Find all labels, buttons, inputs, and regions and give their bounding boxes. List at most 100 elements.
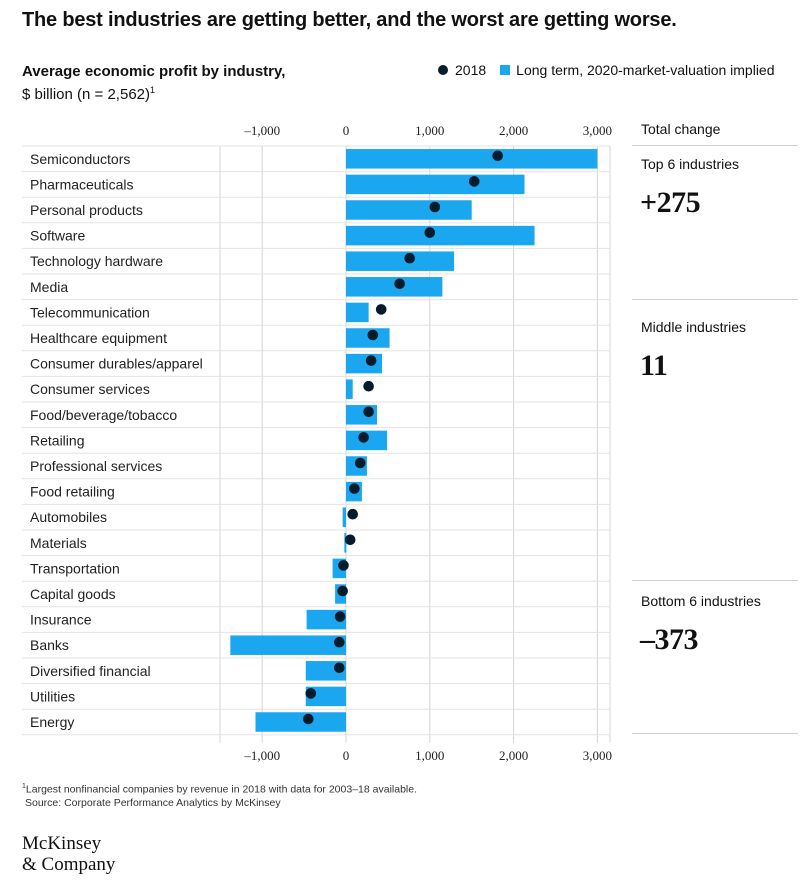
x-tick-label-bottom: 1,000 [415, 748, 444, 763]
dot-2018 [363, 406, 374, 418]
category-label: Energy [30, 714, 74, 730]
panel-divider [632, 733, 798, 734]
category-label: Healthcare equipment [30, 330, 167, 346]
x-tick-label-bottom: 2,000 [499, 748, 528, 763]
dot-2018 [302, 713, 314, 725]
dot-2018 [344, 534, 356, 546]
bar [346, 149, 598, 169]
category-label: Insurance [30, 612, 92, 628]
dot-2018 [333, 636, 345, 648]
bar-chart: –1,000 –1,000 0 0 1,000 1,000 2,000 2,000 3,000 3… [22, 123, 612, 763]
dot-2018 [404, 252, 415, 264]
category-label: Professional services [30, 458, 162, 474]
bar [255, 712, 346, 732]
category-label: Food retailing [30, 484, 115, 500]
source-text: Source: Corporate Performance Analytics … [25, 796, 281, 809]
bar [346, 379, 353, 399]
dot-2018 [347, 508, 359, 520]
x-tick-label-bottom: –1,000 [243, 748, 280, 763]
category-label: Transportation [30, 560, 120, 576]
x-tick-label-top: –1,000 [243, 123, 280, 138]
dot-2018 [375, 304, 387, 315]
x-tick-label-bottom: 0 [343, 748, 350, 763]
subtitle-line2-wrap: $ billion (n = 2,562)1 [22, 81, 285, 104]
group-label-middle: Middle industries [641, 319, 747, 335]
x-tick-label-top: 3,000 [583, 123, 612, 138]
x-tick-label-top: 0 [343, 123, 350, 138]
bar [305, 686, 346, 707]
x-tick-label-top: 1,000 [415, 123, 444, 138]
legend-bar-marker [500, 65, 511, 75]
footnote-mark: 1 [22, 783, 26, 790]
category-label: Consumer services [30, 381, 150, 397]
category-label: Telecommunication [30, 304, 150, 320]
dot-2018 [305, 688, 317, 699]
panel-divider [632, 145, 798, 146]
legend: 2018 Long term, 2020-market-valuation im… [438, 62, 775, 78]
legend-dot-marker [438, 65, 448, 75]
bar [346, 302, 369, 323]
chart-subtitle: Average economic profit by industry, $ b… [22, 62, 285, 104]
dot-2018 [468, 176, 480, 187]
dot-2018 [394, 278, 405, 290]
x-tick-label-bottom: 3,000 [583, 748, 612, 763]
category-label: Materials [30, 535, 87, 551]
category-label: Software [30, 228, 85, 244]
legend-dot-label: 2018 [455, 62, 487, 78]
panel-divider [632, 299, 798, 300]
dot-2018 [429, 201, 441, 213]
bar [346, 353, 383, 374]
total-change-heading: Total change [641, 121, 721, 137]
group-value-top: +275 [640, 186, 701, 219]
footnote: 1Largest nonfinancial companies by reven… [22, 780, 417, 810]
bar [346, 200, 472, 220]
group-value-middle: 11 [640, 349, 668, 382]
subtitle-line1: Average economic profit by industry, [22, 63, 286, 80]
category-label: Retailing [30, 432, 84, 448]
category-label: Semiconductors [30, 151, 130, 167]
headline: The best industries are getting better, … [22, 9, 677, 31]
category-label: Consumer durables/apparel [30, 356, 203, 372]
group-value-bottom: –373 [640, 623, 699, 656]
dot-2018 [337, 585, 348, 597]
dot-2018 [358, 432, 369, 443]
footnote-line: 1Largest nonfinancial companies by reven… [22, 780, 417, 797]
dot-2018 [338, 560, 349, 571]
category-label: Food/beverage/tobacco [30, 407, 177, 423]
x-tick-label-top: 2,000 [499, 123, 528, 138]
bar [344, 533, 347, 553]
dot-2018 [365, 355, 377, 366]
legend-bar-label: Long term, 2020-market-valuation implied [516, 62, 775, 78]
bar [230, 635, 346, 655]
mckinsey-logo: McKinsey & Company [22, 833, 115, 875]
category-label: Capital goods [30, 586, 116, 602]
category-label: Personal products [30, 202, 143, 218]
logo-line2: & Company [22, 854, 116, 875]
category-label: Utilities [30, 688, 75, 704]
dot-2018 [349, 483, 360, 494]
dot-2018 [363, 380, 374, 392]
dot-2018 [334, 611, 346, 622]
category-label: Pharmaceuticals [30, 176, 134, 192]
dot-2018 [333, 662, 345, 674]
subtitle-footnote-mark: 1 [150, 85, 156, 95]
footnote-text: Largest nonfinancial companies by revenu… [25, 783, 418, 796]
dot-2018 [367, 329, 379, 341]
bar [346, 225, 535, 246]
bar [346, 174, 525, 195]
logo-line1: McKinsey [22, 833, 102, 854]
dot-2018 [424, 227, 436, 238]
category-label: Banks [30, 637, 69, 653]
bar [346, 328, 390, 348]
category-label: Media [30, 279, 68, 295]
panel-divider [632, 580, 798, 581]
bar [346, 277, 443, 297]
subtitle-line2: $ billion (n = 2,562) [22, 86, 150, 103]
group-label-bottom: Bottom 6 industries [641, 593, 761, 609]
group-label-top: Top 6 industries [641, 156, 740, 172]
bar [342, 507, 346, 527]
category-label: Automobiles [30, 509, 107, 525]
category-label: Diversified financial [30, 663, 151, 679]
category-label: Technology hardware [30, 253, 163, 269]
bar [346, 251, 455, 271]
